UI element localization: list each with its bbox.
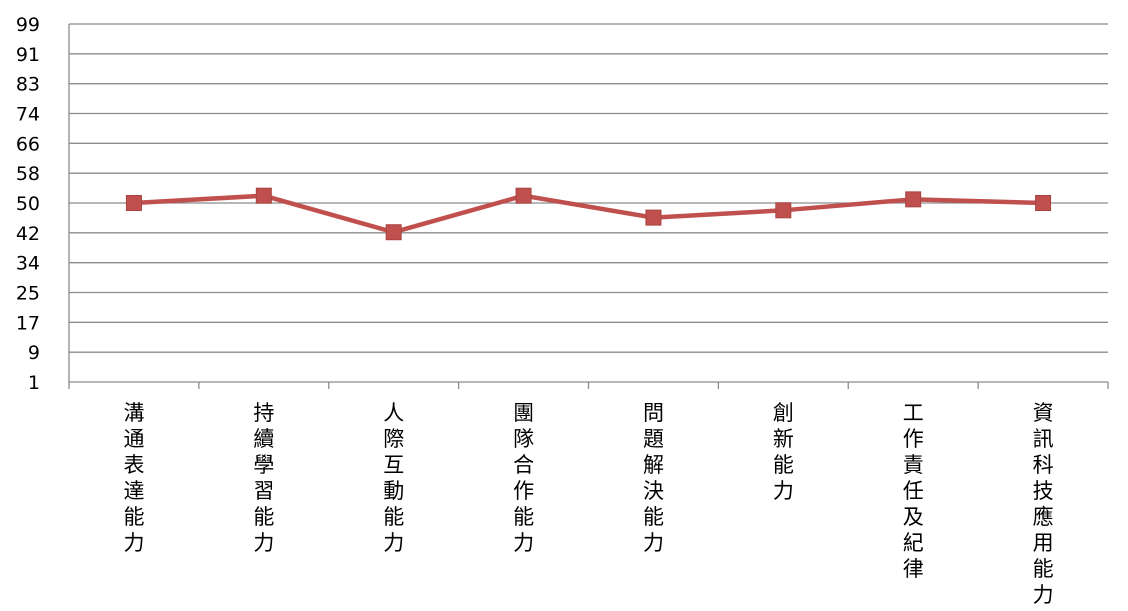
y-tick-label: 34: [16, 253, 40, 275]
series-line: [131, 193, 1046, 235]
y-tick-label: 17: [16, 312, 40, 334]
y-tick-label: 91: [16, 44, 40, 66]
y-axis-tick-labels: 1 9 17 25 34 42 50 58 66 74 83 91 99: [16, 14, 40, 394]
data-point: [515, 187, 532, 204]
y-tick-label: 99: [16, 14, 40, 36]
data-point: [645, 209, 662, 226]
y-tick-label: 83: [16, 74, 40, 96]
y-tick-label: 74: [16, 104, 40, 126]
x-tick-label: 溝通表達能力: [123, 401, 144, 555]
x-tick-label: 創新能力: [773, 401, 794, 503]
data-point: [255, 187, 272, 204]
data-point: [1035, 195, 1052, 211]
y-tick-label: 9: [28, 342, 40, 364]
data-point: [775, 202, 792, 219]
x-tick-label: 團隊合作能力: [513, 401, 534, 555]
grid-lines: [69, 23, 1108, 353]
x-axis-tick-labels: 溝通表達能力 持續學習能力 人際互動能力 團隊合作能力 問題解決能力 創新能力 工作責任及紀…: [123, 401, 1053, 607]
y-tick-label: 50: [16, 193, 40, 215]
x-tick-label: 人際互動能力: [383, 401, 404, 555]
series-layer: [125, 187, 1052, 241]
data-point: [125, 195, 142, 211]
y-tick-label: 58: [16, 163, 40, 185]
data-point: [905, 191, 922, 208]
y-tick-label: 42: [16, 223, 40, 245]
y-tick-label: 25: [16, 283, 40, 305]
x-tick-label: 資訊科技應用能力: [1033, 401, 1054, 607]
x-tick-label: 工作責任及紀律: [903, 401, 924, 581]
x-tick-label: 持續學習能力: [253, 401, 274, 555]
x-tick-label: 問題解決能力: [643, 401, 664, 555]
y-tick-label: 1: [28, 372, 40, 394]
y-tick-label: 66: [16, 133, 40, 155]
axes: [68, 24, 1109, 389]
data-point: [385, 224, 402, 241]
